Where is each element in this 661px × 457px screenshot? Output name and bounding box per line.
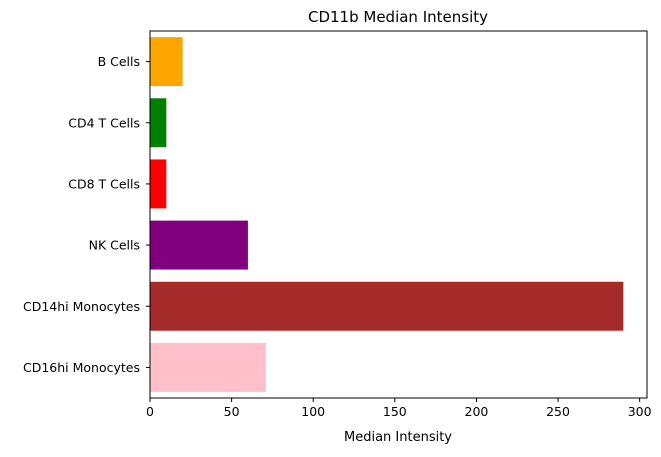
y-tick-label: CD16hi Monocytes — [23, 360, 140, 375]
x-tick-label: 0 — [146, 404, 154, 419]
x-axis-label: Median Intensity — [344, 430, 452, 445]
x-tick-label: 100 — [301, 404, 325, 419]
bar-b-cells — [150, 37, 183, 87]
y-tick-label: NK Cells — [89, 238, 140, 253]
bar-cd4-t-cells — [150, 98, 167, 148]
y-tick-label: B Cells — [98, 54, 140, 69]
bars-group — [150, 37, 624, 392]
y-tick-label: CD8 T Cells — [68, 176, 140, 191]
x-tick-label: 200 — [465, 404, 489, 419]
bar-cd8-t-cells — [150, 159, 167, 209]
y-axis-ticks: B Cells CD4 T Cells CD8 T Cells NK Cells CD1… — [23, 54, 150, 375]
x-tick-label: 50 — [224, 404, 240, 419]
bar-nk-cells — [150, 220, 248, 270]
y-tick-label: CD4 T Cells — [68, 115, 140, 130]
bar-cd16hi-monocytes — [150, 342, 266, 392]
y-tick-label: CD14hi Monocytes — [23, 299, 140, 314]
x-tick-label: 300 — [628, 404, 652, 419]
x-tick-label: 250 — [546, 404, 570, 419]
plot-frame — [149, 30, 648, 399]
x-axis-ticks: 0 50 100 150 200 250 300 — [146, 398, 652, 419]
chart-title: CD11b Median Intensity — [308, 8, 488, 26]
x-tick-label: 150 — [383, 404, 407, 419]
bar-cd14hi-monocytes — [150, 281, 624, 331]
